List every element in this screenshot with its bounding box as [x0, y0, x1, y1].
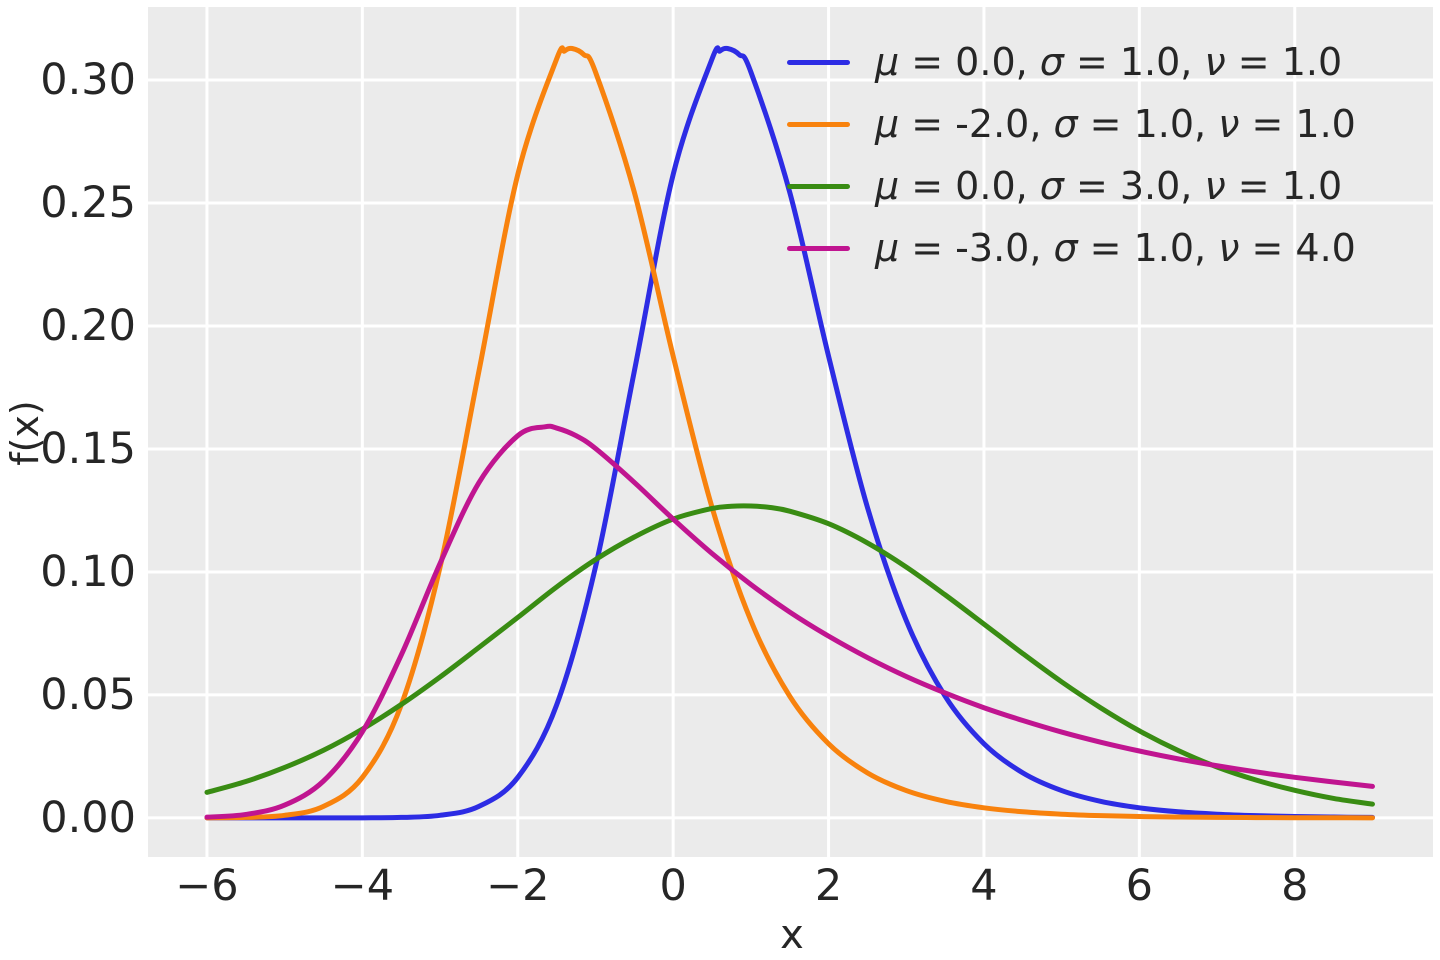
y-tick-label-0.10: 0.10: [40, 546, 136, 597]
y-tick-label-0.20: 0.20: [40, 300, 136, 351]
x-tick-label-2: 2: [814, 861, 843, 911]
legend-line-swatch: [787, 183, 850, 189]
x-tick-label-4: 4: [970, 861, 998, 911]
curve-mu-0-sigma-3-nu-1: [204, 503, 1375, 807]
legend-item: μ = 0.0, σ = 3.0, ν = 1.0: [787, 155, 1356, 217]
y-tick-label-0.00: 0.00: [40, 792, 136, 843]
y-tick-label-0.25: 0.25: [40, 178, 136, 229]
legend-item: μ = -2.0, σ = 1.0, ν = 1.0: [787, 93, 1356, 155]
legend-item-label: μ = 0.0, σ = 3.0, ν = 1.0: [875, 164, 1343, 208]
legend: μ = 0.0, σ = 1.0, ν = 1.0 μ = -2.0, σ = 1…: [787, 31, 1356, 279]
curve-mu--2-sigma-1-nu-1: [204, 45, 1375, 821]
legend-line-swatch: [787, 59, 850, 65]
x-tick-label-8: 8: [1281, 861, 1309, 911]
x-tick-label-−2: −2: [486, 861, 550, 911]
legend-line-swatch: [787, 245, 850, 251]
curve-mu-0-sigma-1-nu-1: [204, 45, 1375, 821]
legend-item-label: μ = 0.0, σ = 1.0, ν = 1.0: [875, 40, 1343, 84]
x-tick-label-0: 0: [659, 861, 687, 911]
x-axis-label: x: [780, 912, 804, 958]
y-tick-label-0.15: 0.15: [40, 423, 136, 474]
y-tick-label-0.05: 0.05: [40, 669, 136, 720]
y-tick-label-0.30: 0.30: [40, 55, 136, 106]
legend-item: μ = -3.0, σ = 1.0, ν = 4.0: [787, 217, 1356, 279]
curve-mu--3-sigma-1-nu-4: [204, 423, 1375, 820]
x-tick-label-−6: −6: [175, 861, 239, 911]
legend-item-label: μ = -2.0, σ = 1.0, ν = 1.0: [875, 102, 1356, 146]
x-tick-label-6: 6: [1125, 861, 1154, 911]
x-tick-label-−4: −4: [330, 861, 395, 911]
legend-item-label: μ = -3.0, σ = 1.0, ν = 4.0: [875, 226, 1356, 270]
legend-item: μ = 0.0, σ = 1.0, ν = 1.0: [787, 31, 1356, 93]
legend-line-swatch: [787, 121, 850, 127]
y-axis-label: f(x): [3, 400, 47, 466]
